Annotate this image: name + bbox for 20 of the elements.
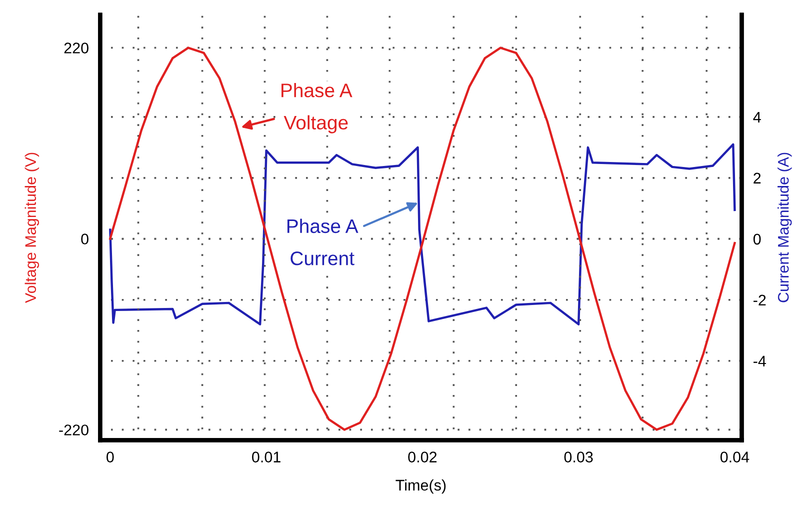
x-tick-label: 0.01 [252,452,280,462]
x-axis-title: Time(s) [396,479,446,494]
annotation: Phase A Current [287,218,358,266]
x-tick-label: 0.02 [408,452,437,462]
annotation: Phase A Voltage [282,83,352,134]
y2-tick-label: 0 [753,234,761,245]
y-axis-title: Voltage Magnitude (V) [24,152,40,303]
x-tick-label: 0.04 [720,452,750,462]
y2-tick-label: -2 [754,294,766,306]
y2-tick-label: -4 [754,356,766,366]
y2-axis-title: Current Magnitude (A) [778,152,792,302]
y-tick-label: 220 [64,42,88,54]
y-tick-label: -220 [59,424,88,436]
line-series [109,46,736,431]
line-series [109,143,736,326]
x-tick-label: 0 [106,452,114,462]
y2-tick-label: 4 [753,112,761,122]
y-tick-label: 0 [81,234,88,244]
x-tick-label: 0.03 [564,452,593,462]
y2-tick-label: 2 [754,172,761,184]
